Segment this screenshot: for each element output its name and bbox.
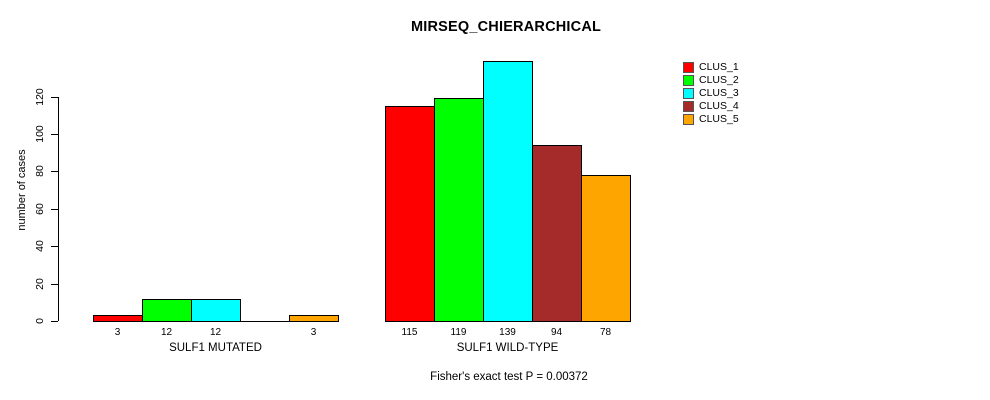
bar-value-label: 3: [310, 327, 317, 338]
bar: [93, 315, 143, 322]
bar-value-label: 115: [401, 327, 418, 338]
bar: [142, 298, 192, 322]
y-tick: [51, 208, 58, 210]
y-tick: [51, 321, 58, 322]
legend-item: CLUS_3: [683, 87, 739, 100]
legend-swatch: [683, 101, 694, 112]
legend-swatch: [683, 88, 694, 99]
y-tick-label: 100: [34, 125, 46, 143]
legend-item: CLUS_4: [683, 100, 739, 113]
y-tick-label: 60: [34, 202, 46, 215]
group-label: SULF1 WILD-TYPE: [456, 342, 559, 354]
bar-value-label: 139: [499, 327, 516, 338]
chart-title: MIRSEQ_CHIERARCHICAL: [410, 19, 602, 35]
y-tick: [51, 171, 58, 173]
legend-swatch: [683, 75, 694, 86]
y-tick: [51, 283, 58, 285]
y-tick: [51, 134, 58, 135]
bar: [581, 175, 631, 322]
y-tick-label: 80: [34, 165, 46, 178]
y-tick-label: 40: [34, 240, 46, 253]
legend-label: CLUS_5: [699, 113, 739, 125]
legend-swatch: [683, 62, 694, 73]
legend-item: CLUS_5: [683, 113, 739, 126]
legend-label: CLUS_1: [699, 61, 739, 73]
y-tick: [51, 246, 58, 248]
y-tick-label: 0: [34, 318, 46, 324]
bar-value-label: 3: [114, 327, 121, 338]
bar: [191, 298, 241, 322]
legend-label: CLUS_3: [699, 87, 739, 99]
y-tick-label: 120: [34, 87, 46, 106]
legend-item: CLUS_2: [683, 74, 739, 87]
legend-item: CLUS_1: [683, 61, 739, 74]
bar: [385, 105, 435, 322]
bar: [434, 98, 484, 322]
bar-value-label: 78: [599, 327, 612, 338]
bar: [483, 61, 533, 322]
y-tick: [51, 96, 58, 98]
annotation-pvalue: Fisher's exact test P = 0.00372: [430, 371, 588, 383]
legend-label: CLUS_2: [699, 74, 739, 86]
legend-label: CLUS_4: [699, 100, 739, 112]
y-axis-line: [58, 96, 59, 321]
group-label: SULF1 MUTATED: [169, 342, 262, 354]
legend: CLUS_1 CLUS_2 CLUS_3 CLUS_4 CLUS_5: [683, 61, 739, 126]
bar-value-label: 94: [550, 327, 563, 338]
bar: [532, 145, 582, 322]
legend-swatch: [683, 114, 694, 125]
bar-value-label: 119: [450, 327, 467, 338]
bar-value-label: 12: [209, 327, 222, 338]
bar: [289, 315, 339, 322]
bar-value-label: 12: [160, 327, 173, 338]
y-tick-label: 20: [34, 277, 46, 290]
